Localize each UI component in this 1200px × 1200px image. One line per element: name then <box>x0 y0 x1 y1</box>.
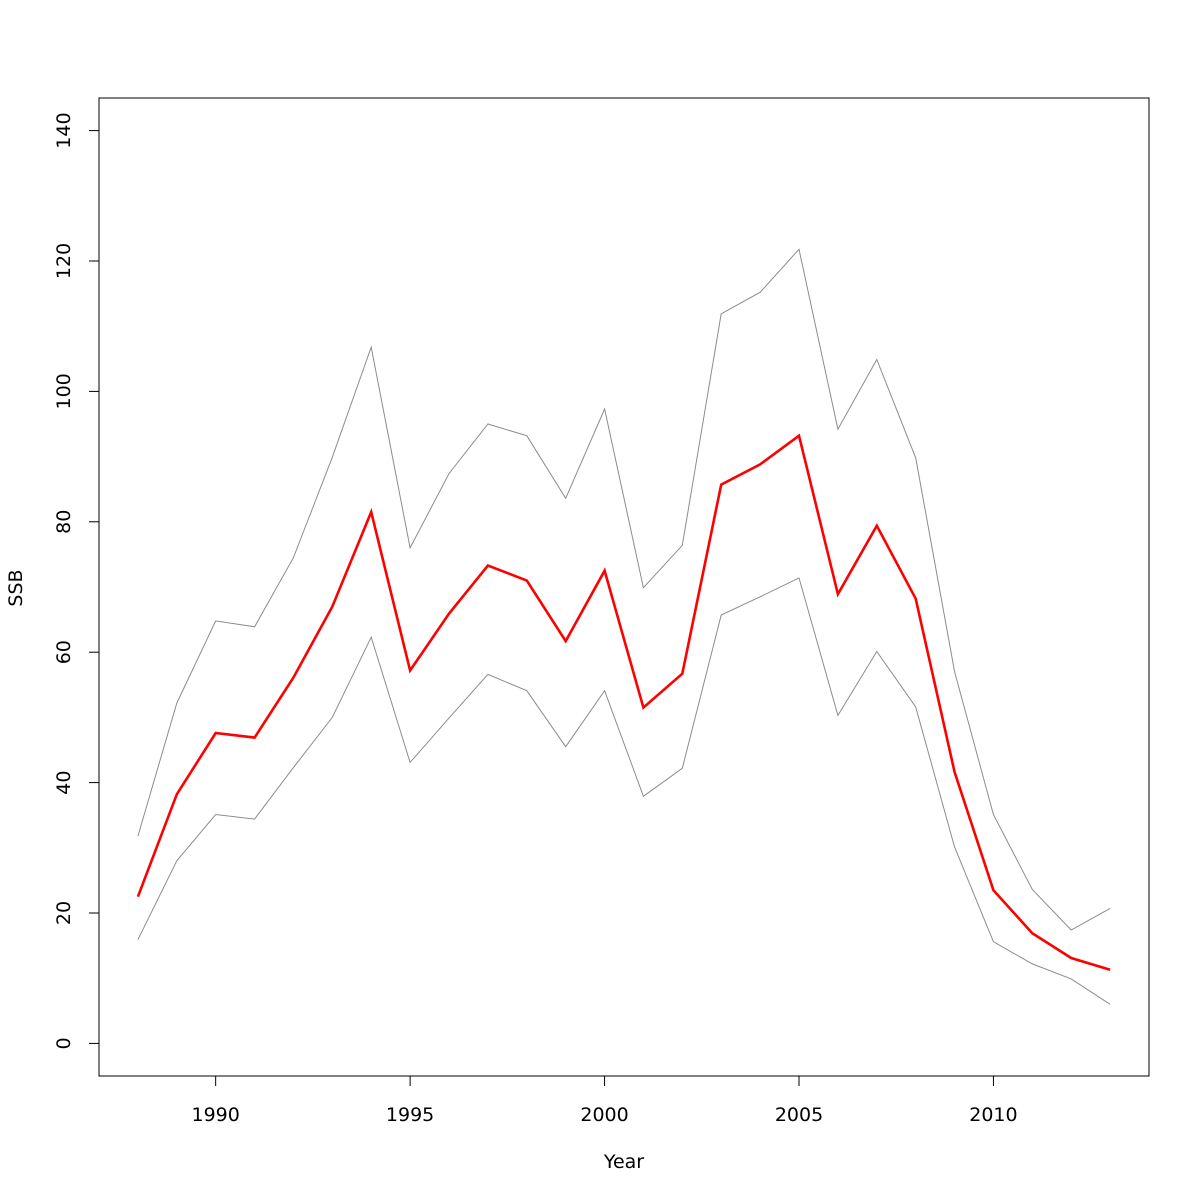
y-tick-label: 80 <box>53 510 75 534</box>
y-tick-label: 0 <box>53 1037 75 1049</box>
series-line-lower <box>137 577 1111 1005</box>
y-axis-title: SSB <box>5 569 27 606</box>
y-tick-label: 20 <box>53 901 75 925</box>
y-tick-label: 100 <box>53 373 75 409</box>
x-tick-label: 2005 <box>775 1104 823 1126</box>
x-tick-label: 2010 <box>969 1104 1017 1126</box>
series-line-upper <box>137 248 1111 931</box>
x-axis-title: Year <box>603 1151 644 1173</box>
y-tick-label: 140 <box>53 112 75 148</box>
y-tick-label: 60 <box>53 640 75 664</box>
x-tick-label: 1995 <box>386 1104 434 1126</box>
x-tick-label: 1990 <box>191 1104 239 1126</box>
x-axis: 1990 1995 2000 2005 2010 <box>191 1075 1018 1126</box>
x-tick-label: 2000 <box>580 1104 628 1126</box>
plot-frame <box>98 97 1150 1077</box>
series-layer <box>136 248 1111 1005</box>
y-tick-label: 120 <box>53 243 75 279</box>
y-axis: 0 20 40 60 80 100 120 140 <box>53 112 100 1049</box>
series-line-estimate <box>136 433 1111 971</box>
y-tick-label: 40 <box>53 771 75 795</box>
